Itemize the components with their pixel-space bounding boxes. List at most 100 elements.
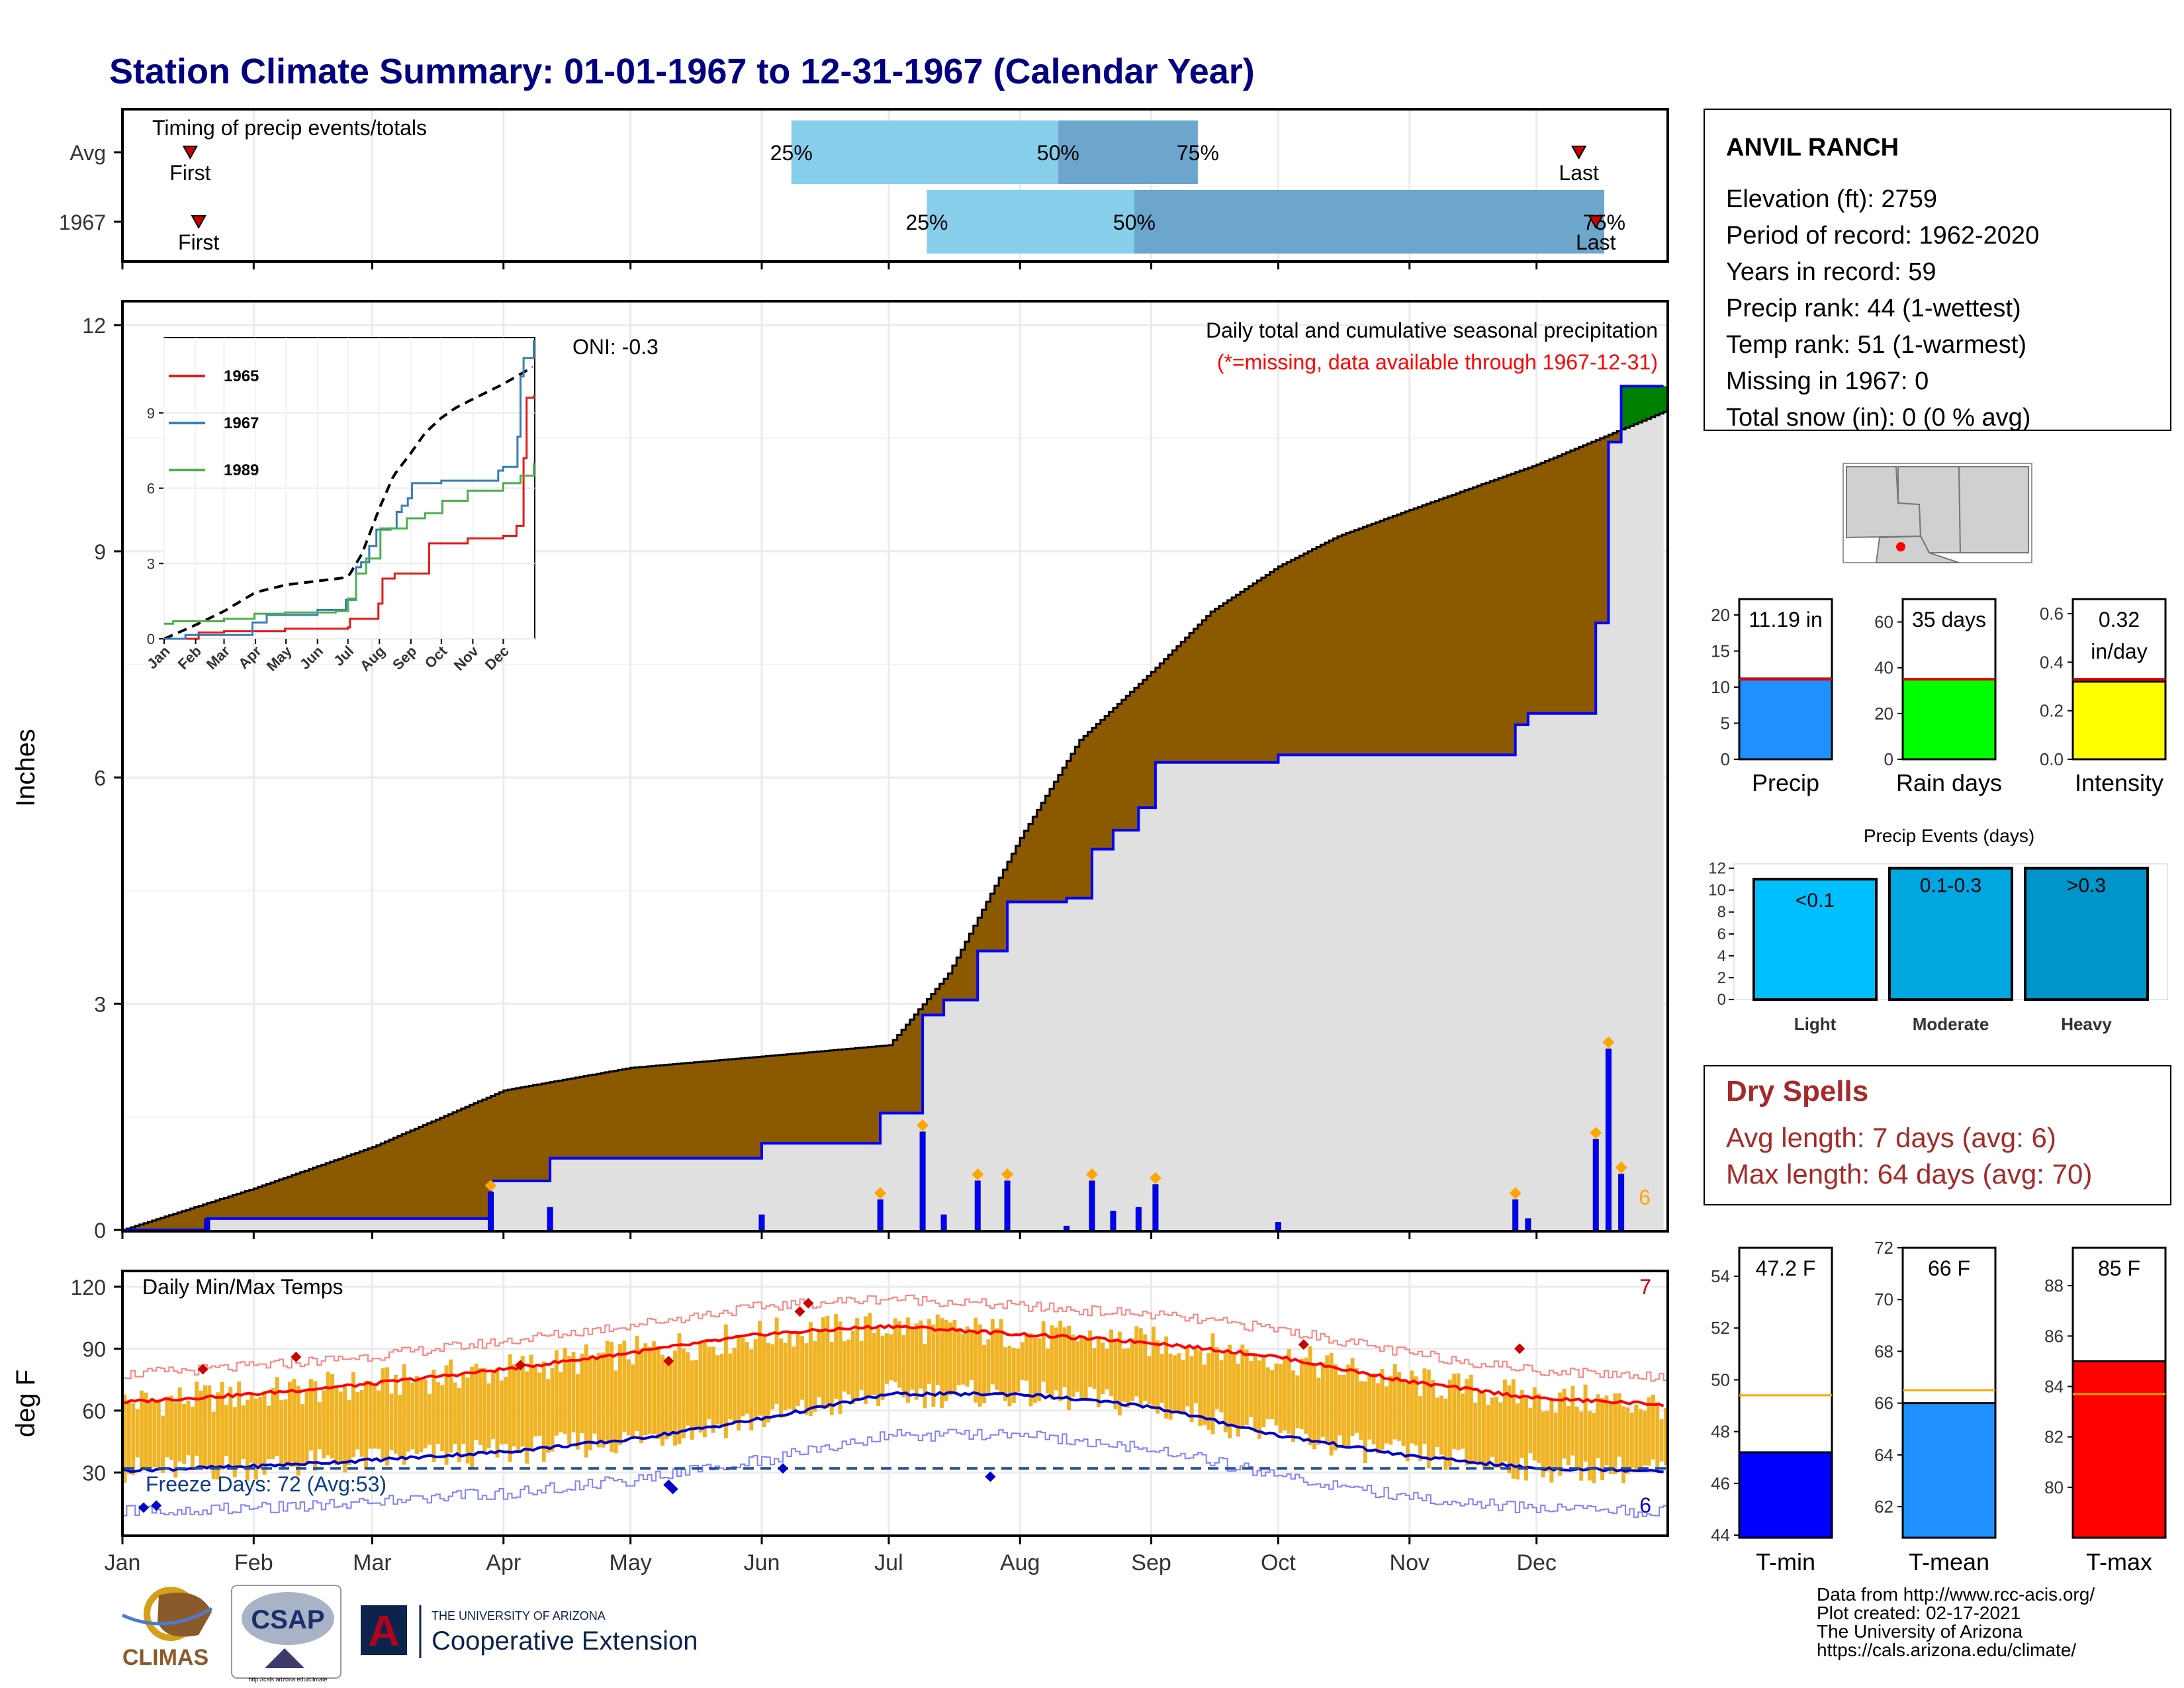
timing-q25-label: 25% <box>770 141 813 165</box>
below-average-deficit-area <box>126 431 1621 1230</box>
credit-line: https://cals.arizona.edu/climate/ <box>1817 1640 2076 1660</box>
summary-y-tick-label: 70 <box>1874 1289 1893 1309</box>
daily-precip-bar <box>1089 1180 1095 1231</box>
daily-precip-bar <box>1512 1199 1519 1231</box>
credit-line: Plot created: 02-17-2021 <box>1817 1603 2021 1623</box>
event-bar-light <box>1752 878 1878 1001</box>
last-event-marker <box>1588 215 1604 230</box>
summary-y-tick-label: 40 <box>1874 658 1893 678</box>
summary-value-label: 35 days <box>1912 608 1986 632</box>
temp-ylabel: deg F <box>11 1370 40 1437</box>
summary-y-tick-label: 50 <box>1711 1370 1730 1389</box>
temp-x-tick-label: Nov <box>1390 1550 1430 1575</box>
daily-precip-bar <box>1135 1207 1142 1231</box>
daily-precip-bar <box>1110 1211 1116 1231</box>
heavy-precip-marker <box>484 1180 497 1192</box>
summary-value-label: 11.19 in <box>1749 608 1823 632</box>
daily-precip-bar <box>877 1199 884 1231</box>
avg-cumulative-line <box>122 410 1668 1231</box>
summary-y-tick-label: 88 <box>2044 1276 2064 1295</box>
inset-legend-label: 1989 <box>224 461 259 479</box>
ua-line2: Cooperative Extension <box>432 1626 698 1656</box>
heavy-precip-marker <box>1085 1168 1098 1180</box>
last-event-label: Last <box>1559 161 1599 185</box>
station-line: Years in record: 59 <box>1726 258 1936 286</box>
summary-y-tick-label: 20 <box>1711 605 1730 625</box>
inset-y-tick-label: 0 <box>147 631 155 647</box>
temp-x-tick-label: Apr <box>486 1550 521 1575</box>
inset-legend-label: 1967 <box>224 414 259 432</box>
last-event-marker <box>1570 146 1587 160</box>
events-y-tick-label: 8 <box>1717 904 1726 921</box>
daily-precip-bar <box>1064 1225 1070 1231</box>
timing-q50-label: 50% <box>1037 141 1079 165</box>
timing-bar-q2 <box>1134 190 1605 254</box>
avg-min-temp-line <box>122 1391 1664 1474</box>
record-high-marker <box>794 1306 805 1317</box>
timing-row-label: Avg <box>69 141 106 165</box>
daily-precip-bar <box>758 1214 765 1231</box>
precip-y-tick-label: 6 <box>94 767 106 790</box>
temp-panel: 30 60 90 120 Jan Feb Mar Apr May Jun Jul Aug Sep Oct N… <box>71 1270 1669 1575</box>
summary-y-tick-label: 52 <box>1711 1318 1730 1338</box>
events-y-tick-label: 6 <box>1717 925 1726 943</box>
events-y-tick-label: 12 <box>1708 860 1726 878</box>
record-high-line <box>122 1294 1668 1382</box>
daily-temp-range-bars <box>122 1313 1668 1483</box>
summary-y-tick-label: 60 <box>1874 612 1893 632</box>
daily-precip-bar <box>488 1192 494 1231</box>
inset-y-tick-label: 6 <box>147 481 155 497</box>
credit-line: The University of Arizona <box>1817 1621 2023 1642</box>
heavy-precip-marker <box>917 1119 929 1131</box>
record-low-marker <box>138 1502 149 1513</box>
daily-precip-bar <box>1152 1184 1159 1231</box>
precip-subtitle: (*=missing, data available through 1967-… <box>1217 350 1658 374</box>
summary-category-label: T-min <box>1756 1548 1815 1575</box>
timing-panel: Timing of precip events/totals Avg 25% 50% 7… <box>59 108 1669 269</box>
first-event-marker <box>182 146 199 160</box>
temp-title: Daily Min/Max Temps <box>142 1275 343 1299</box>
cumulative-1967-line <box>122 385 1664 1231</box>
inset-legend-label: 1965 <box>224 367 259 385</box>
station-line: Total snow (in): 0 (0 % avg) <box>1726 404 2030 432</box>
heavy-precip-marker <box>874 1187 887 1199</box>
summary-y-tick-label: 0 <box>1884 749 1893 769</box>
precip-extreme-count: 6 <box>1639 1186 1651 1209</box>
summary-y-tick-label: 72 <box>1874 1238 1893 1258</box>
inset-series-1965 <box>164 395 535 640</box>
heavy-precip-marker <box>972 1168 984 1180</box>
inset-y-tick-label: 3 <box>147 555 155 572</box>
temp-x-tick-label: May <box>610 1550 652 1575</box>
events-y-tick-label: 10 <box>1708 882 1726 900</box>
daily-precip-bar <box>1525 1218 1531 1231</box>
summary-category-label: Precip <box>1752 769 1819 796</box>
dry-spells-title: Dry Spells <box>1726 1075 1868 1107</box>
inset-y-tick-label: 9 <box>147 405 155 422</box>
temp-x-tick-label: Jul <box>874 1550 903 1575</box>
heavy-precip-marker <box>1001 1168 1014 1180</box>
summary-bar-tmin <box>1738 1451 1833 1539</box>
heavy-precip-marker <box>1615 1161 1627 1174</box>
events-y-tick-label: 2 <box>1717 969 1726 987</box>
inset-avg-line <box>163 365 533 640</box>
csap-logo-text: CSAP <box>251 1605 324 1634</box>
event-category-label: Light <box>1794 1014 1837 1034</box>
daily-precip-bar <box>1004 1180 1011 1231</box>
dry-spells-box: Dry Spells Avg length: 7 days (avg: 6) M… <box>1704 1065 2171 1205</box>
events-y-tick-label: 4 <box>1717 947 1726 965</box>
credits: Data from http://www.rcc-acis.org/ Plot … <box>1817 1584 2095 1660</box>
timing-bar-q1 <box>927 190 1134 254</box>
record-low-marker <box>667 1483 678 1495</box>
temp-frame <box>121 1270 1669 1537</box>
heavy-precip-marker <box>1602 1036 1615 1049</box>
temp-x-tick-label: Jun <box>744 1550 780 1575</box>
record-low-line <box>122 1429 1668 1518</box>
summary-value-label: 47.2 F <box>1756 1256 1816 1280</box>
summary-y-tick-label: 0.6 <box>2040 604 2064 624</box>
temp-y-tick-label: 120 <box>71 1276 106 1299</box>
dry-spells-max: Max length: 64 days (avg: 70) <box>1726 1158 2092 1190</box>
event-bar-label: >0.3 <box>2067 875 2106 897</box>
record-low-marker <box>985 1471 996 1482</box>
record-high-marker <box>803 1297 814 1309</box>
